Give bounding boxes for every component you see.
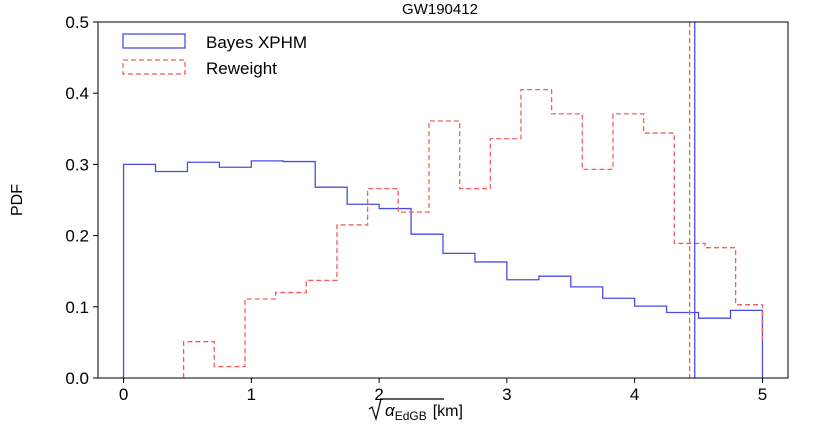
x-tick-label: 0 [119, 385, 128, 404]
y-tick-label: 0.5 [65, 13, 89, 32]
x-tick-label: 5 [758, 385, 767, 404]
sqrt-symbol [368, 398, 444, 422]
series-reweight-histogram [182, 88, 764, 378]
chart-title: GW190412 [402, 1, 478, 18]
legend-swatch [122, 33, 186, 49]
y-axis-label: PDF [9, 184, 26, 216]
legend-label: Reweight [206, 59, 277, 78]
y-tick-label: 0.2 [65, 227, 89, 246]
x-axis-label-unit: [km] [433, 403, 463, 420]
x-axis-label: αEdGB [km] [368, 398, 463, 423]
plot-frame [97, 21, 789, 379]
plot-area [122, 22, 764, 378]
x-tick-label: 4 [630, 385, 639, 404]
x-tick-label: 2 [374, 385, 383, 404]
y-tick-label: 0.4 [65, 84, 89, 103]
x-axis-label-text: αEdGB [km] [385, 401, 463, 423]
series-bayes-xphm-histogram [122, 160, 764, 378]
legend-item-reweight: Reweight [122, 59, 277, 78]
y-tick-label: 0.1 [65, 298, 89, 317]
axis-ticks: 0 1 2 3 4 5 0.0 0.1 0.2 0.3 0.4 0.5 [65, 13, 767, 404]
legend: Bayes XPHM Reweight [122, 33, 307, 78]
x-tick-label: 3 [502, 385, 511, 404]
legend-swatch [122, 59, 186, 75]
x-axis-label-subscript: EdGB [395, 409, 427, 423]
x-axis-label-symbol: α [385, 401, 396, 420]
y-tick-label: 0.0 [65, 369, 89, 388]
x-tick-label: 1 [247, 385, 256, 404]
legend-label: Bayes XPHM [206, 33, 307, 52]
y-tick-label: 0.3 [65, 155, 89, 174]
legend-item-bayes-xphm: Bayes XPHM [122, 33, 307, 52]
